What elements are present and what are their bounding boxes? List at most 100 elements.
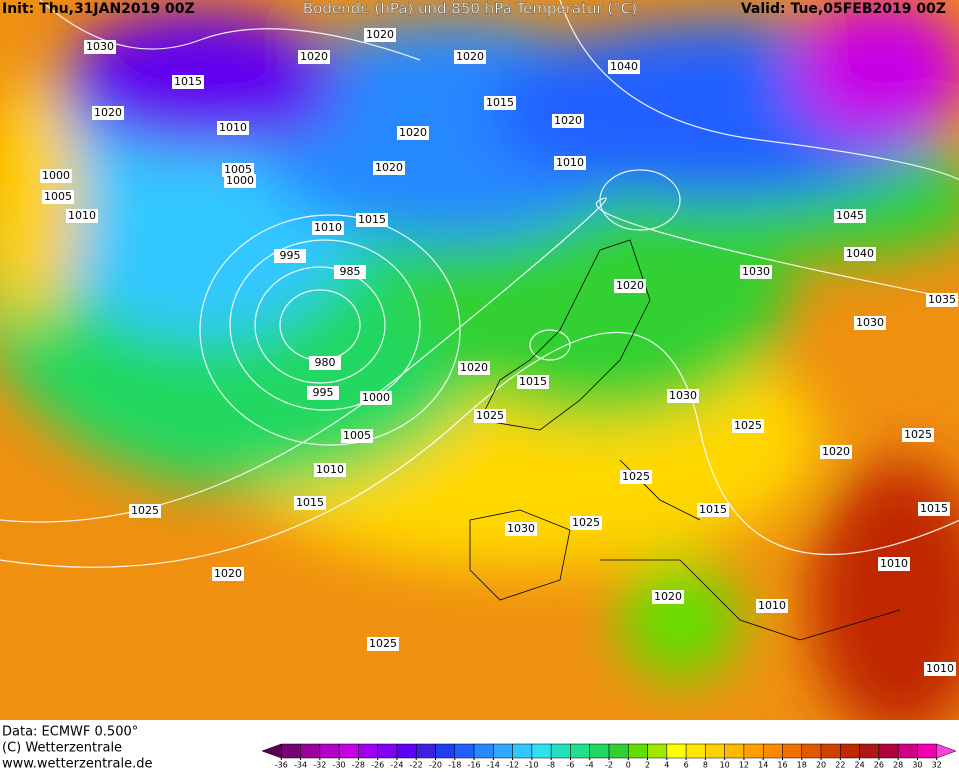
colorbar-tick-label: 16 <box>777 761 787 770</box>
colorbar-cell <box>454 743 475 759</box>
isobar-label: 985 <box>340 265 361 278</box>
isobar-label: 1015 <box>296 496 324 509</box>
isobar-label: 1030 <box>856 316 884 329</box>
colorbar-tick-label: 4 <box>664 761 669 770</box>
colorbar-tick-label: 22 <box>835 761 845 770</box>
isobar-label-bg <box>505 522 537 536</box>
isobar-label-bg <box>341 429 373 443</box>
isobar-label: 1015 <box>486 96 514 109</box>
isobar-label: 1000 <box>226 174 254 187</box>
isobar-label-bg <box>274 249 306 263</box>
isobar-label: 1005 <box>343 429 371 442</box>
isobar-label-bg <box>373 161 405 175</box>
colorbar-tick-label: -16 <box>468 761 481 770</box>
colorbar-tick-label: -24 <box>390 761 403 770</box>
colorbar-tick-label: 20 <box>816 761 826 770</box>
isobar-label: 1010 <box>880 557 908 570</box>
isobar-label-bg <box>364 28 396 42</box>
isobar-label: 1020 <box>214 567 242 580</box>
colorbar-tick-label: 30 <box>912 761 922 770</box>
isobar-label-bg <box>454 50 486 64</box>
isobar-label-bg <box>367 637 399 651</box>
colorbar-cell <box>396 743 417 759</box>
init-time: Init: Thu,31JAN2019 00Z <box>2 1 195 17</box>
isobar-label-bg <box>294 496 326 510</box>
colorbar-tick-label: -36 <box>275 761 288 770</box>
isobar-label-bg <box>222 163 254 177</box>
colorbar-tick-label: -20 <box>429 761 442 770</box>
colorbar-cell <box>724 743 745 759</box>
isobar-label-bg <box>554 156 586 170</box>
colorbar-tick-label: 0 <box>626 761 631 770</box>
isobar-label: 1015 <box>699 503 727 516</box>
isobar-label: 1025 <box>131 504 159 517</box>
colorbar-cell <box>570 743 590 759</box>
isobar-label: 1025 <box>734 419 762 432</box>
colorbar-tick-label: -26 <box>371 761 384 770</box>
isobar-label: 1010 <box>316 463 344 476</box>
colorbar-cell <box>512 743 533 759</box>
colorbar-cell <box>338 743 359 759</box>
isobar-label: 1040 <box>610 60 638 73</box>
isobar-label: 1025 <box>476 409 504 422</box>
isobar-label: 995 <box>313 386 334 399</box>
isobar-label-bg <box>756 599 788 613</box>
isobar-label: 1025 <box>369 637 397 650</box>
colorbar-tick-label: -28 <box>352 761 365 770</box>
isobar-label-bg <box>608 60 640 74</box>
isobar-label-bg <box>212 567 244 581</box>
isobar-label: 1030 <box>507 522 535 535</box>
colorbar-tick-label: -34 <box>294 761 307 770</box>
colorbar-cell <box>589 743 610 759</box>
isobar-label-bg <box>834 209 866 223</box>
colorbar-cell <box>840 743 860 759</box>
colorbar-cell <box>917 743 937 759</box>
colorbar-cell <box>435 743 456 759</box>
colorbar-tick-label: -30 <box>333 761 346 770</box>
colorbar-cell <box>878 743 899 759</box>
isobar-label: 1010 <box>556 156 584 169</box>
isobar-label: 1030 <box>742 265 770 278</box>
isobar-label: 1000 <box>42 169 70 182</box>
colorbar-tick-label: -32 <box>313 761 326 770</box>
isobar-label: 1020 <box>456 50 484 63</box>
isobar-label: 1030 <box>669 389 697 402</box>
isobar-label-bg <box>902 428 934 442</box>
colorbar-cell <box>493 743 513 759</box>
isobar-label: 980 <box>315 356 336 369</box>
colorbar-cell <box>647 743 668 759</box>
colorbar-tick-label: 12 <box>739 761 749 770</box>
isobar-label-bg <box>517 375 549 389</box>
colorbar-tick-label: 32 <box>932 761 942 770</box>
valid-time: Valid: Tue,05FEB2019 00Z <box>741 1 946 17</box>
isobar-label: 1025 <box>622 470 650 483</box>
data-source: Data: ECMWF 0.500° <box>2 725 138 740</box>
colorbar-cell <box>820 743 841 759</box>
isobar-label: 1035 <box>928 293 956 306</box>
isobar-label: 1000 <box>362 391 390 404</box>
isobar-label: 1020 <box>654 590 682 603</box>
colorbar-tick-label: -12 <box>506 761 519 770</box>
isobar-label-bg <box>924 662 956 676</box>
isobar-label: 1020 <box>300 50 328 63</box>
isobar-label-bg <box>620 470 652 484</box>
isobar-label: 1015 <box>358 213 386 226</box>
isobar-label-bg <box>614 279 646 293</box>
isobar-label-bg <box>360 391 392 405</box>
isobar-label-bg <box>820 445 852 459</box>
colorbar: -36 -34 -32 -30 -28 -26 -24 -22 -20 -18 -16 -14 -12-… <box>261 743 957 770</box>
colorbar-tick-label: -2 <box>605 761 613 770</box>
colorbar-cell <box>666 743 687 759</box>
isobar-label-bg <box>356 213 388 227</box>
colorbar-tick-label: 24 <box>855 761 865 770</box>
colorbar-cell <box>377 743 398 759</box>
isobar-label-bg <box>172 75 204 89</box>
isobar-label-bg <box>484 96 516 110</box>
colorbar-cell <box>897 743 918 759</box>
colorbar-tick-label: -6 <box>566 761 574 770</box>
website: www.wetterzentrale.de <box>2 757 152 771</box>
isobar-label: 1015 <box>174 75 202 88</box>
isobar-label: 1015 <box>519 375 547 388</box>
isobar-label: 1020 <box>366 28 394 41</box>
colorbar-cell <box>628 743 648 759</box>
